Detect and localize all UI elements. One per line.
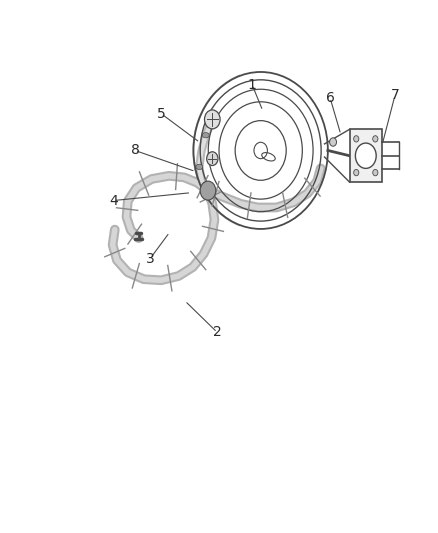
Text: 5: 5 xyxy=(156,107,165,120)
Circle shape xyxy=(329,138,336,146)
Text: 4: 4 xyxy=(109,193,117,207)
Circle shape xyxy=(353,136,358,142)
Ellipse shape xyxy=(202,133,209,138)
Circle shape xyxy=(206,152,217,165)
Text: 1: 1 xyxy=(247,77,256,92)
Text: 2: 2 xyxy=(212,326,221,340)
Circle shape xyxy=(372,169,377,176)
Text: 8: 8 xyxy=(130,143,139,157)
Ellipse shape xyxy=(195,164,202,169)
FancyBboxPatch shape xyxy=(349,130,381,182)
Text: 6: 6 xyxy=(325,91,334,104)
Circle shape xyxy=(372,136,377,142)
Circle shape xyxy=(355,143,375,168)
Text: 7: 7 xyxy=(390,88,399,102)
Circle shape xyxy=(200,181,215,200)
Circle shape xyxy=(353,169,358,176)
Text: 3: 3 xyxy=(145,252,154,265)
Circle shape xyxy=(204,110,219,129)
